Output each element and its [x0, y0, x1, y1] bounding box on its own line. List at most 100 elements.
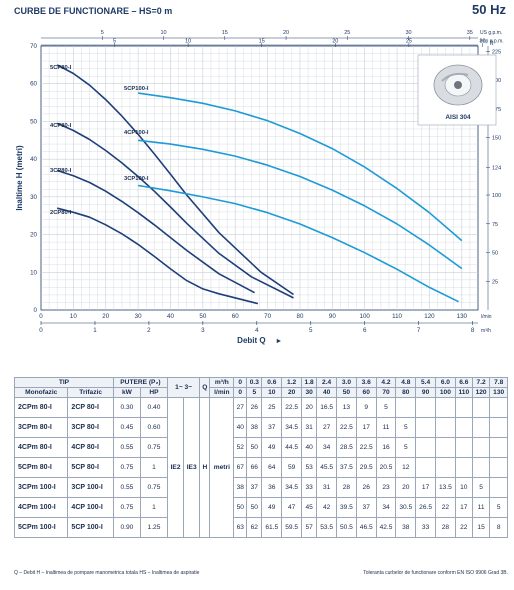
curve-4cp80-i [56, 122, 294, 299]
model-tri: 3CP 80-I [67, 417, 114, 438]
y-axis-label: Inaltime H (metri) [15, 145, 24, 211]
header-kw: kW [112, 387, 141, 398]
head-value [489, 397, 508, 418]
x-tick-label-m3h: 6 [363, 327, 367, 334]
head-value: 34.5 [281, 477, 303, 498]
x-tick-label-m3h: 0 [39, 327, 43, 334]
head-value [415, 417, 436, 438]
header-m3h-value: 7.2 [471, 377, 491, 388]
ft-tick-label: 150 [492, 136, 501, 142]
head-value: 42.5 [375, 517, 397, 538]
impeller-image: AISI 304 [417, 54, 497, 126]
frequency-label: 50 Hz [472, 2, 506, 17]
header-lmin-value: 50 [336, 387, 357, 398]
x-tick-label-m3h: 4 [255, 327, 259, 334]
table-row: 3CPm 80-I 3CP 80-I 0.45 0.60 40 38 37 34.5 31 27 2… [13, 417, 508, 438]
head-value [489, 417, 508, 438]
head-value [471, 397, 491, 418]
head-value: 49 [261, 437, 283, 458]
head-value: 11 [471, 497, 491, 518]
model-tri: 2CP 80-I [67, 397, 114, 418]
head-value: 17 [454, 497, 473, 518]
table-row: 4CPm 100-I 4CP 100-I 0.75 1 50 50 49 47 45 42 39.5… [13, 497, 508, 518]
model-tri: 5CP 100-I [67, 517, 114, 538]
head-value: 28.5 [336, 437, 357, 458]
x-tick-label-lmin: 90 [329, 313, 336, 320]
x-tick-label-lmin: 130 [457, 313, 468, 320]
ft-tick-label: 200 [492, 78, 501, 84]
y-tick-label: 30 [30, 194, 37, 201]
power-kw: 0.55 [112, 437, 141, 458]
model-mono: 3CPm 80-I [13, 417, 69, 438]
header-hp: HP [139, 387, 168, 398]
head-value [454, 397, 473, 418]
head-value: 16.5 [316, 397, 338, 418]
head-value: 34 [375, 497, 397, 518]
head-value: 5 [375, 397, 397, 418]
aisi-label: AISI 304 [445, 114, 471, 121]
header-lmin-value: 5 [246, 387, 263, 398]
head-value: 26 [355, 477, 377, 498]
header-lmin-value: 20 [281, 387, 303, 398]
x-tick-label-lmin: 110 [392, 313, 402, 320]
curve-5cp80-i [56, 64, 294, 296]
power-kw: 0.30 [112, 397, 141, 418]
us-gpm-tick-label: 25 [344, 30, 350, 36]
x-tick-label-lmin: 20 [102, 313, 109, 320]
head-value: 23 [375, 477, 397, 498]
head-value: 20.5 [375, 457, 397, 478]
head-value: 63 [233, 517, 248, 538]
head-value: 47 [281, 497, 303, 518]
head-value: 31 [316, 477, 338, 498]
head-value: 53.5 [316, 517, 338, 538]
ft-tick-label: 50 [492, 251, 498, 257]
header-lmin-value: 110 [454, 387, 473, 398]
head-value: 33 [415, 517, 436, 538]
header-m3h-unit: m³/h [209, 377, 235, 388]
head-value: 53 [301, 457, 318, 478]
x-tick-label-m3h: 3 [201, 327, 205, 334]
x-axis-arrow: ► [275, 338, 282, 345]
head-value: 44.5 [281, 437, 303, 458]
head-value [489, 437, 508, 458]
head-value: 26.5 [415, 497, 436, 518]
head-value: 37 [246, 477, 263, 498]
header-m3h-value: 2.4 [316, 377, 338, 388]
imp-gpm-tick-label: 20 [332, 39, 338, 45]
x-tick-label-lmin: 40 [167, 313, 174, 320]
ft-tick-label: 25 [492, 279, 498, 285]
head-value: 27 [233, 397, 248, 418]
us-gpm-tick-label: 5 [101, 30, 104, 36]
head-value: 16 [375, 437, 397, 458]
head-value: 59.5 [281, 517, 303, 538]
x-tick-label-lmin: 0 [39, 313, 43, 320]
head-value: 50.5 [336, 517, 357, 538]
head-value: 9 [355, 397, 377, 418]
us-gpm-tick-label: 35 [467, 30, 473, 36]
head-value: 22.5 [355, 437, 377, 458]
header-lmin-value: 120 [471, 387, 491, 398]
head-value: 38 [246, 417, 263, 438]
head-value: 37.5 [336, 457, 357, 478]
power-hp: 0.75 [139, 437, 168, 458]
imp-gpm-tick-label: 10 [185, 39, 191, 45]
head-value: 39.5 [336, 497, 357, 518]
head-value: 59 [281, 457, 303, 478]
head-value [471, 457, 491, 478]
head-value: 17 [355, 417, 377, 438]
ft-tick-label: 124 [492, 165, 501, 171]
ft-tick-label: 75 [492, 222, 498, 228]
us-gpm-unit: US g.p.m. [480, 30, 502, 36]
h-unit: metri [209, 397, 235, 538]
curve-5cp100-i [137, 92, 463, 242]
head-value [489, 457, 508, 478]
header-m3h-value: 4.2 [375, 377, 397, 388]
model-mono: 5CPm 80-I [13, 457, 69, 478]
power-kw: 0.45 [112, 417, 141, 438]
h-label: H [199, 397, 211, 538]
head-value: 64 [261, 457, 283, 478]
page-title: CURBE DE FUNCTIONARE – HS=0 m [14, 6, 173, 16]
head-value: 50 [233, 497, 248, 518]
